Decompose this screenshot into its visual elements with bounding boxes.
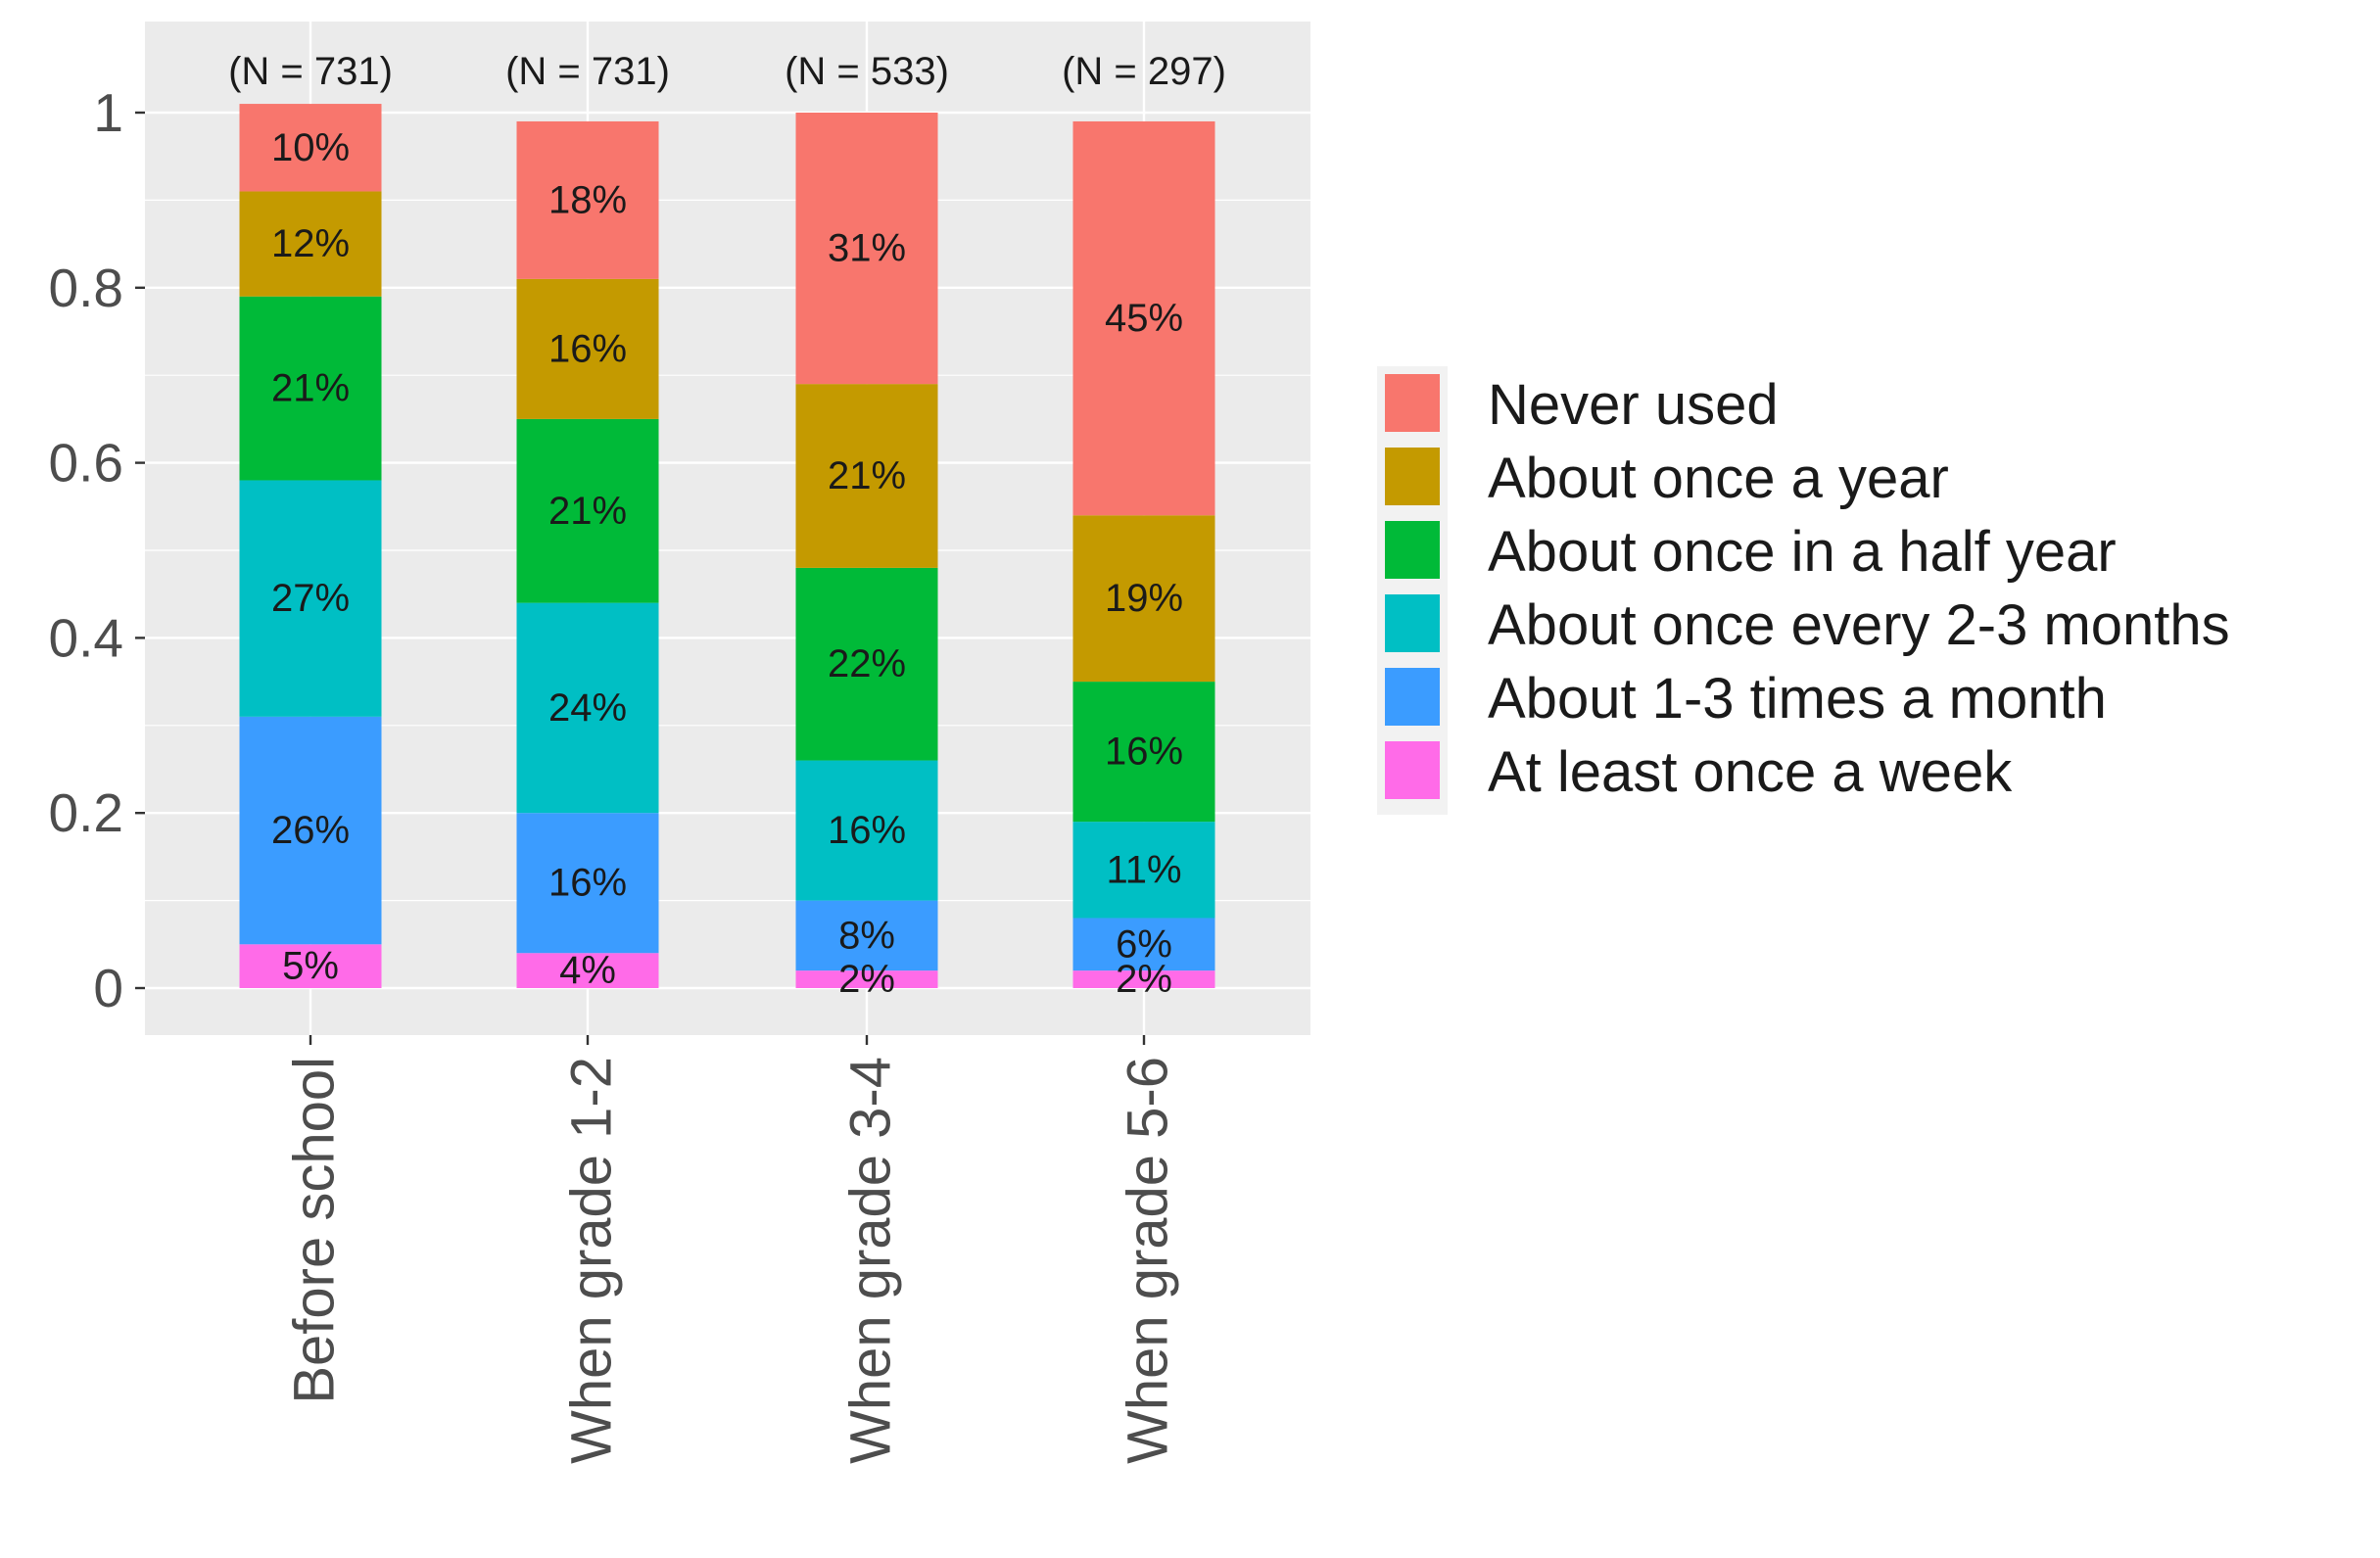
x-tick-label: When grade 1-2 <box>560 1057 624 1464</box>
x-tick-label: When grade 3-4 <box>839 1057 903 1464</box>
data-label: 2% <box>1116 958 1172 1001</box>
bar-segment <box>1072 970 1215 988</box>
y-tick-label: 0.4 <box>49 607 123 668</box>
data-label: 19% <box>1105 577 1183 620</box>
legend-swatch <box>1385 374 1440 432</box>
legend-label: About once a year <box>1488 447 1949 510</box>
data-label: 16% <box>1105 731 1183 774</box>
y-tick-label: 0 <box>93 958 123 1018</box>
data-labels: 5% 26% 27% 21% 12% 10% (N = 731) 4% 16% 24% 21% 16%… <box>228 50 1226 1001</box>
data-label: 10% <box>271 126 350 169</box>
bar-segment <box>795 113 938 385</box>
sample-size-label: (N = 731) <box>228 50 393 93</box>
bar-segment <box>1072 682 1215 823</box>
data-label: 21% <box>828 454 906 497</box>
bar-segment <box>239 296 382 481</box>
data-label: 16% <box>828 809 906 852</box>
data-label: 16% <box>548 862 627 905</box>
bar-segment <box>795 384 938 568</box>
y-tick-label: 0.6 <box>49 433 123 494</box>
legend-swatch <box>1385 741 1440 799</box>
bar-segment <box>1072 515 1215 683</box>
bar-segment <box>239 191 382 297</box>
bar-segment <box>516 602 659 814</box>
bar-segment <box>516 278 659 419</box>
bar-segment <box>1072 822 1215 919</box>
bar-segment <box>516 418 659 603</box>
bar-segment <box>239 944 382 988</box>
data-label: 4% <box>559 949 616 992</box>
legend-swatch <box>1385 668 1440 726</box>
y-tick-label: 1 <box>93 82 123 143</box>
data-label: 22% <box>828 642 906 685</box>
legend-label: About 1-3 times a month <box>1488 667 2107 731</box>
bar-segment <box>516 120 659 279</box>
x-tick-label: Before school <box>283 1057 347 1404</box>
data-label: 16% <box>548 327 627 370</box>
x-tick-label: When grade 5-6 <box>1117 1057 1180 1464</box>
bar-segment <box>516 813 659 954</box>
bar-segment <box>239 480 382 717</box>
data-label: 8% <box>838 914 895 957</box>
legend-label: About once in a half year <box>1488 520 2117 584</box>
legend-key-background <box>1377 366 1448 815</box>
bar-segment <box>239 716 382 945</box>
data-label: 21% <box>271 367 350 410</box>
data-label: 2% <box>838 958 895 1001</box>
data-label: 26% <box>271 809 350 852</box>
bars <box>239 104 1215 988</box>
legend-label: About once every 2-3 months <box>1488 593 2230 657</box>
bar-segment <box>1072 120 1215 516</box>
bar-segment <box>795 900 938 971</box>
bar-segment <box>795 970 938 988</box>
data-label: 31% <box>828 227 906 270</box>
y-tick-label: 0.2 <box>49 782 123 843</box>
data-label: 45% <box>1105 297 1183 340</box>
y-tick-label: 0.8 <box>49 258 123 318</box>
bar-segment <box>1072 918 1215 971</box>
sample-size-label: (N = 731) <box>505 50 670 93</box>
legend-label: At least once a week <box>1488 740 2013 804</box>
legend: Never used About once a year About once in… <box>1377 366 2230 815</box>
data-label: 6% <box>1116 922 1172 966</box>
y-axis: 0 0.2 0.4 0.6 0.8 1 <box>49 82 145 1018</box>
legend-swatch <box>1385 521 1440 579</box>
legend-label: Never used <box>1488 373 1779 437</box>
bar-segment <box>516 953 659 988</box>
bar-segment <box>795 567 938 761</box>
data-label: 21% <box>548 490 627 533</box>
legend-swatch <box>1385 594 1440 652</box>
x-axis: Before school When grade 1-2 When grade 3-… <box>283 1035 1180 1464</box>
data-label: 12% <box>271 222 350 265</box>
sample-size-label: (N = 297) <box>1062 50 1226 93</box>
bar-segment <box>239 104 382 192</box>
data-label: 18% <box>548 178 627 221</box>
data-label: 27% <box>271 577 350 620</box>
data-label: 24% <box>548 686 627 730</box>
bar-segment <box>795 760 938 901</box>
data-label: 11% <box>1106 848 1181 891</box>
legend-swatch <box>1385 448 1440 505</box>
sample-size-label: (N = 533) <box>785 50 949 93</box>
data-label: 5% <box>282 945 339 988</box>
